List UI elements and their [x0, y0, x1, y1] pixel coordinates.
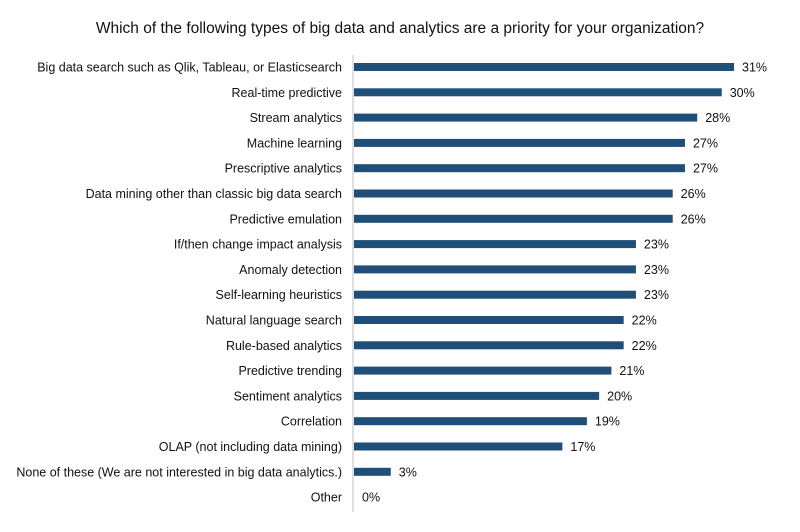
- value-label: 20%: [607, 389, 632, 403]
- category-label: Self-learning heuristics: [216, 288, 342, 302]
- category-label: OLAP (not including data mining): [159, 440, 342, 454]
- value-label: 17%: [570, 440, 595, 454]
- value-label: 0%: [362, 491, 380, 505]
- value-label: 26%: [681, 187, 706, 201]
- category-label: Predictive emulation: [229, 212, 342, 226]
- category-label: Machine learning: [247, 136, 342, 150]
- bar: [354, 391, 600, 400]
- bar: [354, 164, 685, 173]
- bar: [354, 63, 734, 71]
- value-label: 27%: [693, 136, 718, 150]
- category-label: Correlation: [281, 415, 342, 429]
- value-label: 27%: [693, 162, 718, 176]
- value-label: 23%: [644, 238, 669, 252]
- category-label: Stream analytics: [250, 111, 342, 125]
- bar: [354, 290, 636, 299]
- bar: [354, 341, 624, 350]
- category-label: Other: [311, 491, 342, 505]
- category-label: Prescriptive analytics: [225, 162, 342, 176]
- bar: [354, 189, 673, 198]
- category-label: Rule-based analytics: [226, 339, 342, 353]
- category-label: Anomaly detection: [239, 263, 342, 277]
- value-label: 19%: [595, 415, 620, 429]
- bar: [354, 88, 722, 97]
- bars-group: Big data search such as Qlik, Tableau, o…: [16, 61, 767, 505]
- category-label: Predictive trending: [238, 364, 342, 378]
- category-label: Real-time predictive: [232, 86, 343, 100]
- value-label: 31%: [742, 61, 767, 75]
- bar: [354, 316, 624, 324]
- value-label: 23%: [644, 263, 669, 277]
- value-label: 23%: [644, 288, 669, 302]
- chart-title: Which of the following types of big data…: [96, 20, 705, 37]
- bar: [354, 240, 636, 249]
- value-label: 30%: [730, 86, 755, 100]
- value-label: 26%: [681, 212, 706, 226]
- bar: [354, 138, 685, 147]
- category-label: Data mining other than classic big data …: [86, 187, 342, 201]
- value-label: 22%: [632, 314, 657, 328]
- category-label: If/then change impact analysis: [174, 238, 342, 252]
- bar: [354, 442, 563, 451]
- value-label: 3%: [399, 465, 417, 479]
- value-label: 22%: [632, 339, 657, 353]
- category-label: Big data search such as Qlik, Tableau, o…: [37, 61, 342, 75]
- bar: [354, 366, 612, 375]
- category-label: None of these (We are not interested in …: [16, 465, 342, 479]
- value-label: 21%: [619, 364, 644, 378]
- bar: [354, 467, 391, 476]
- category-label: Natural language search: [206, 314, 342, 328]
- bar: [354, 265, 636, 274]
- bar: [354, 417, 587, 426]
- category-label: Sentiment analytics: [234, 389, 342, 403]
- bar: [354, 214, 673, 223]
- value-label: 28%: [705, 111, 730, 125]
- bar: [354, 113, 698, 122]
